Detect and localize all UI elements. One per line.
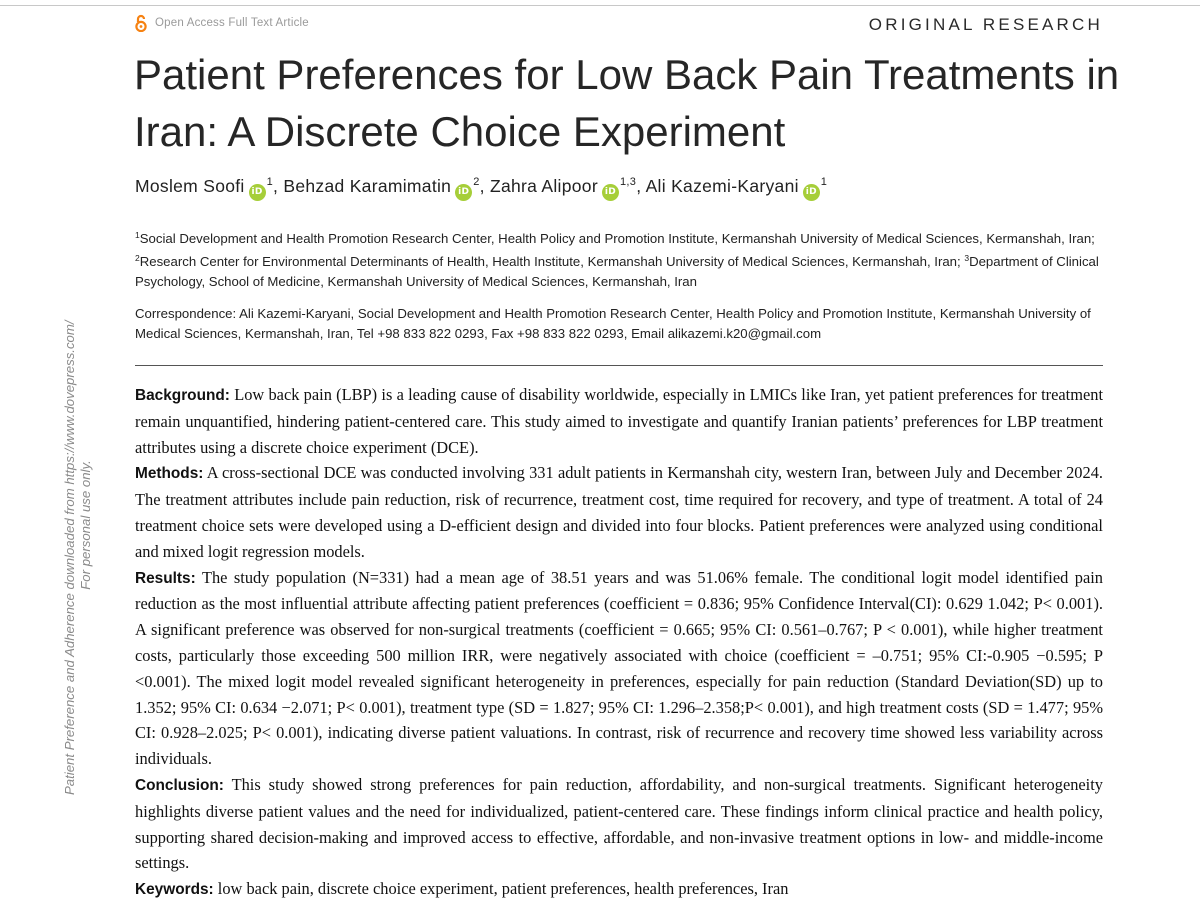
abstract-results: Results: The study population (N=331) ha… (135, 565, 1103, 772)
affiliation-number: 2 (135, 252, 140, 263)
author-item: Ali Kazemi-Karyani iD1 (645, 176, 828, 201)
article-title: Patient Preferences for Low Back Pain Tr… (134, 51, 1120, 155)
abstract-background: Background: Low back pain (LBP) is a lea… (135, 382, 1103, 460)
author-list: Moslem Soofi iD1, Behzad Karamimatin iD2, … (135, 176, 1125, 201)
author-affiliation-ref: 2 (473, 176, 480, 188)
author-item: Moslem Soofi iD1, (135, 176, 283, 201)
watermark-line-2: For personal use only. (78, 460, 93, 590)
results-label: Results: (135, 569, 196, 587)
author-separator: , (273, 176, 279, 196)
download-watermark: Patient Preference and Adherence downloa… (40, 235, 108, 795)
open-access-badge: Open Access Full Text Article (135, 14, 309, 32)
author-affiliation-ref: 1 (820, 176, 828, 188)
author-affiliation-ref: 1 (266, 176, 274, 188)
keywords-label: Keywords: (135, 881, 214, 899)
affiliation-text: Research Center for Environmental Determ… (139, 253, 965, 269)
abstract-conclusion: Conclusion: This study showed strong pre… (135, 772, 1103, 876)
author-separator: , (479, 176, 485, 196)
author-name: Behzad Karamimatin (283, 176, 452, 196)
conclusion-label: Conclusion: (135, 776, 224, 794)
methods-label: Methods: (135, 465, 204, 483)
abstract: Background: Low back pain (LBP) is a lea… (135, 382, 1103, 903)
orcid-icon[interactable]: iD (248, 184, 266, 201)
watermark-line-1: Patient Preference and Adherence downloa… (62, 320, 77, 795)
open-access-label: Open Access Full Text Article (155, 17, 309, 29)
keywords-text: low back pain, discrete choice experimen… (217, 879, 789, 899)
methods-text: A cross-sectional DCE was conducted invo… (135, 463, 1103, 561)
abstract-methods: Methods: A cross-sectional DCE was condu… (135, 460, 1103, 564)
orcid-icon[interactable]: iD (455, 184, 473, 201)
orcid-icon[interactable]: iD (802, 184, 820, 201)
affiliations: 1Social Development and Health Promotion… (135, 226, 1115, 291)
affiliation-text: Social Development and Health Promotion … (139, 231, 1095, 246)
author-item: Zahra Alipoor iD1,3, (489, 176, 646, 201)
abstract-keywords: Keywords: low back pain, discrete choice… (135, 876, 1103, 903)
affiliation-number: 3 (964, 252, 970, 263)
background-text: Low back pain (LBP) is a leading cause o… (135, 385, 1103, 457)
article-type-label: ORIGINAL RESEARCH (868, 15, 1103, 34)
results-text: The study population (N=331) had a mean … (135, 567, 1103, 769)
affiliation-number: 1 (135, 230, 140, 240)
author-name: Ali Kazemi-Karyani (645, 176, 799, 196)
open-access-lock-icon (135, 14, 147, 32)
correspondence: Correspondence: Ali Kazemi-Karyani, Soci… (135, 306, 1091, 341)
author-separator: , (636, 176, 642, 196)
author-name: Moslem Soofi (135, 176, 245, 196)
top-border (0, 5, 1200, 6)
conclusion-text: This study showed strong preferences for… (135, 774, 1103, 873)
affiliation-text: Department of Clinical Psychology, Schoo… (135, 253, 1099, 289)
orcid-icon[interactable]: iD (601, 184, 619, 201)
author-affiliation-ref: 1,3 (619, 176, 637, 188)
author-name: Zahra Alipoor (489, 176, 598, 196)
section-divider (135, 365, 1103, 366)
background-label: Background: (135, 387, 230, 404)
author-item: Behzad Karamimatin iD2, (283, 176, 490, 201)
